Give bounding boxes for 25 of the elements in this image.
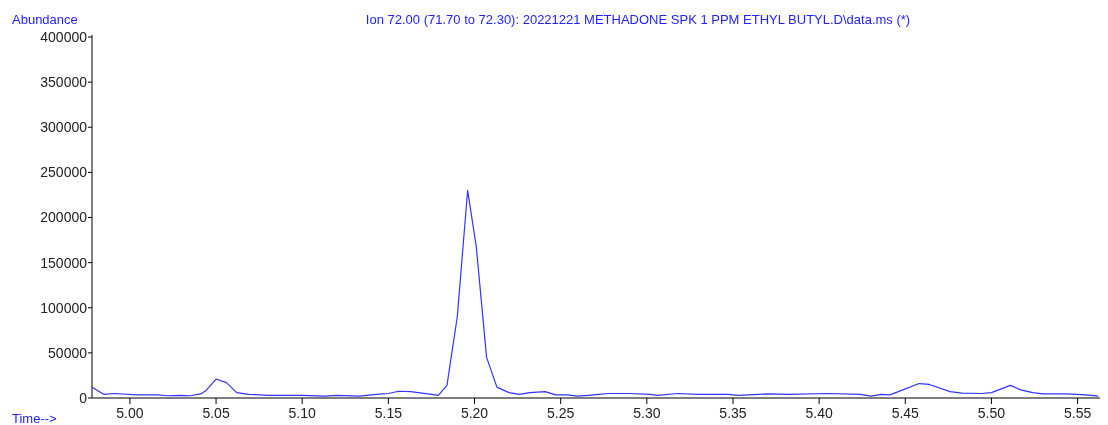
x-tick-label: 5.00 [116,405,144,421]
y-tick-label: 0 [79,389,88,406]
y-tick-label: 100000 [40,299,88,316]
x-tick-label: 5.10 [288,405,317,421]
x-tick-label: 5.15 [374,405,403,421]
y-tick-label: 400000 [40,28,88,45]
x-tick-label: 5.40 [805,405,833,421]
x-tick-label: 5.05 [202,405,230,421]
x-tick-label: 5.30 [633,405,661,421]
y-tick-label: 250000 [40,164,88,181]
x-tick-label: 5.25 [547,405,575,421]
x-axis-title: Time--> [12,411,57,425]
x-tick-label: 5.35 [719,405,747,421]
y-axis-title: Abundance [12,12,78,27]
chart-title: Ion 72.00 (71.70 to 72.30): 20221221 METHADONE SPK 1 PPM ETHYL BUTYL.D\data.ms (*) [365,12,911,27]
x-tick-label: 5.55 [1063,405,1092,421]
y-tick-label: 350000 [40,74,88,91]
x-tick-label: 5.20 [460,405,489,421]
y-tick-label: 200000 [40,209,88,226]
y-tick-label: 300000 [40,119,88,136]
line-series [91,189,1099,397]
x-tick-label: 5.45 [891,405,920,421]
y-tick-label: 50000 [48,344,88,361]
x-tick-label: 5.50 [977,405,1006,421]
y-tick-label: 150000 [40,254,88,271]
